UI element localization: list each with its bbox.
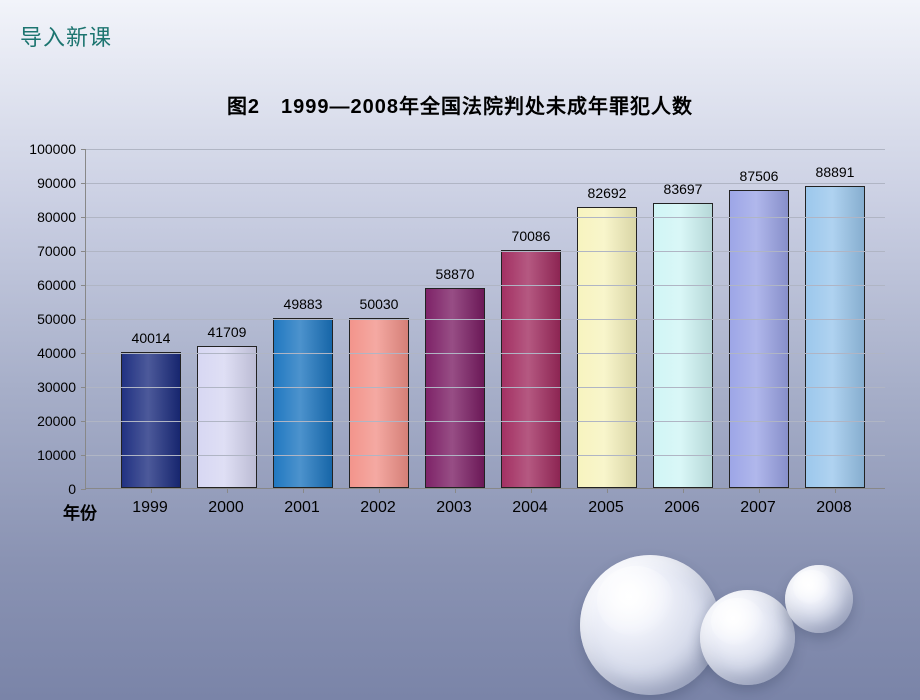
decor-sphere xyxy=(580,555,720,695)
y-tick-label: 70000 xyxy=(37,243,76,259)
y-tick-mark xyxy=(81,319,86,320)
y-tick-label: 40000 xyxy=(37,345,76,361)
y-tick-mark xyxy=(81,217,86,218)
gridline xyxy=(86,353,885,354)
x-axis-title: 年份 xyxy=(63,499,97,524)
y-tick-label: 60000 xyxy=(37,277,76,293)
y-tick-label: 10000 xyxy=(37,447,76,463)
y-tick-label: 100000 xyxy=(29,141,76,157)
bar-value-label: 50030 xyxy=(339,296,419,312)
bar xyxy=(273,318,333,488)
bar xyxy=(729,190,789,488)
x-tick-label: 1999 xyxy=(132,499,168,517)
x-tick-label: 2005 xyxy=(588,499,624,517)
y-axis: 0100002000030000400005000060000700008000… xyxy=(25,149,80,489)
chart-title: 图2 1999—2008年全国法院判处未成年罪犯人数 xyxy=(25,90,895,119)
x-tick-label: 2003 xyxy=(436,499,472,517)
x-tick-label: 2006 xyxy=(664,499,700,517)
bar xyxy=(197,346,257,488)
decor-sphere xyxy=(700,590,795,685)
y-tick-label: 50000 xyxy=(37,311,76,327)
gridline xyxy=(86,421,885,422)
header-label: 导入新课 xyxy=(20,20,112,52)
bar-value-label: 82692 xyxy=(567,185,647,201)
y-tick-label: 80000 xyxy=(37,209,76,225)
x-tick-label: 2007 xyxy=(740,499,776,517)
y-tick-label: 30000 xyxy=(37,379,76,395)
y-tick-label: 0 xyxy=(68,481,76,497)
gridline xyxy=(86,149,885,150)
y-tick-mark xyxy=(81,285,86,286)
bar-value-label: 70086 xyxy=(491,228,571,244)
x-tick-label: 2001 xyxy=(284,499,320,517)
y-tick-mark xyxy=(81,353,86,354)
gridline xyxy=(86,285,885,286)
bar xyxy=(805,186,865,488)
x-axis: 年份 1999200020012002200320042005200620072… xyxy=(85,489,885,529)
y-tick-mark xyxy=(81,455,86,456)
x-tick-label: 2000 xyxy=(208,499,244,517)
y-tick-label: 90000 xyxy=(37,175,76,191)
y-tick-mark xyxy=(81,387,86,388)
bar xyxy=(653,203,713,488)
bar xyxy=(349,318,409,488)
bar-value-label: 41709 xyxy=(187,324,267,340)
y-tick-label: 20000 xyxy=(37,413,76,429)
x-tick-label: 2002 xyxy=(360,499,396,517)
x-tick-label: 2004 xyxy=(512,499,548,517)
bar-value-label: 40014 xyxy=(111,330,191,346)
bar xyxy=(121,352,181,488)
y-tick-mark xyxy=(81,183,86,184)
gridline xyxy=(86,183,885,184)
gridline xyxy=(86,251,885,252)
bar-value-label: 88891 xyxy=(795,164,875,180)
gridline xyxy=(86,455,885,456)
gridline xyxy=(86,319,885,320)
y-tick-mark xyxy=(81,251,86,252)
y-tick-mark xyxy=(81,149,86,150)
bar-chart: 图2 1999—2008年全国法院判处未成年罪犯人数 0100002000030… xyxy=(25,90,895,529)
bar-value-label: 49883 xyxy=(263,296,343,312)
plot-wrap: 0100002000030000400005000060000700008000… xyxy=(85,149,885,529)
bar-value-label: 58870 xyxy=(415,266,495,282)
gridline xyxy=(86,217,885,218)
x-tick-label: 2008 xyxy=(816,499,852,517)
bar xyxy=(577,207,637,488)
gridline xyxy=(86,387,885,388)
decor-sphere xyxy=(785,565,853,633)
plot: 4001441709498835003058870700868269283697… xyxy=(85,149,885,489)
y-tick-mark xyxy=(81,421,86,422)
